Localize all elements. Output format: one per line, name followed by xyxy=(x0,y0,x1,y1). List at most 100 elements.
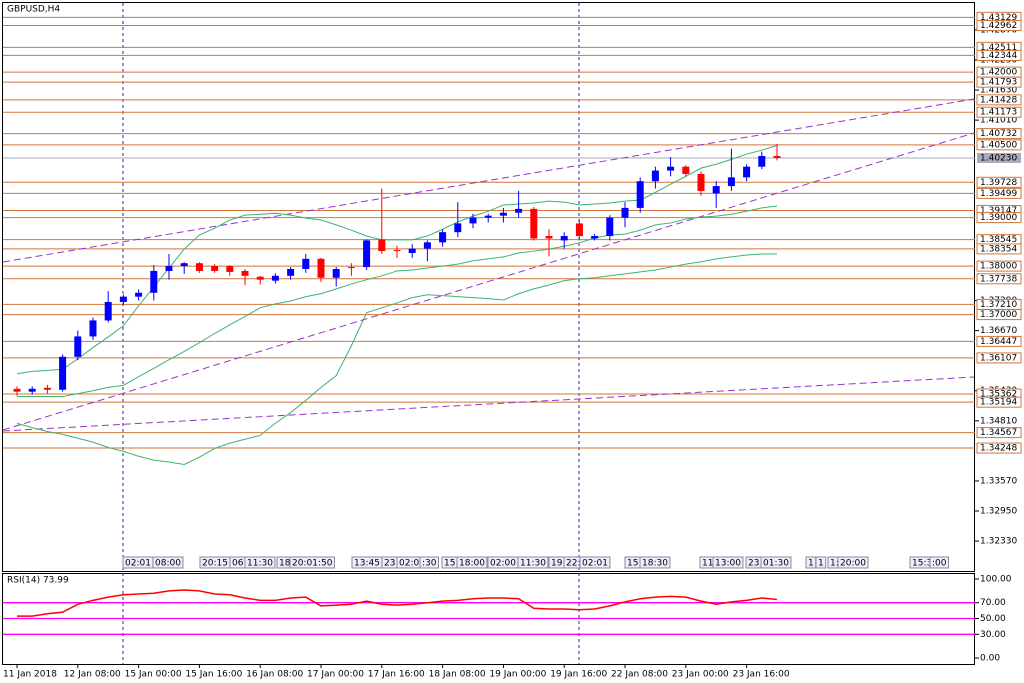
session-label: 08:00 xyxy=(155,559,181,569)
current-price-label: 1.40230 xyxy=(980,153,1017,163)
level-label: 1.43129 xyxy=(980,13,1017,23)
x-tick-label: 15 Jan 16:00 xyxy=(185,670,242,680)
candle-body xyxy=(165,266,173,271)
session-label: 18: xyxy=(279,559,293,569)
candle-body xyxy=(180,263,188,267)
level-label: 1.41173 xyxy=(980,108,1017,118)
levels xyxy=(3,16,975,449)
level-box xyxy=(976,243,1022,255)
level-label: 1.38000 xyxy=(980,262,1017,272)
level-label: 1.36107 xyxy=(980,353,1017,363)
candle-body xyxy=(89,320,97,337)
candle-body xyxy=(28,388,36,392)
y-tick-label: 1.41010 xyxy=(980,116,1017,126)
level-label: 1.39499 xyxy=(980,189,1017,199)
session-label: 15:30 xyxy=(912,559,938,569)
level-label: 1.39000 xyxy=(980,213,1017,223)
candle-body xyxy=(621,207,629,218)
candle-body xyxy=(332,269,340,278)
level-label: 1.36447 xyxy=(980,337,1017,347)
candle-body xyxy=(241,270,249,276)
level-box xyxy=(976,176,1022,188)
level-box xyxy=(976,260,1022,272)
trend-line xyxy=(2,132,975,431)
x-tick-label: 11 Jan 2018 xyxy=(3,670,57,680)
session-box xyxy=(837,556,869,569)
candle-body xyxy=(256,276,264,280)
level-label: 1.41428 xyxy=(980,95,1017,105)
level-label: 1.35362 xyxy=(980,390,1017,400)
x-tick-label: 17 Jan 16:00 xyxy=(368,670,425,680)
candle-body xyxy=(484,215,492,218)
candle-body xyxy=(682,166,690,174)
session-label: 02:01 xyxy=(125,559,151,569)
level-box xyxy=(976,442,1022,454)
band-line xyxy=(16,144,778,375)
level-label: 1.42962 xyxy=(980,21,1017,31)
y-tick-label: 1.32330 xyxy=(980,537,1017,547)
candle-body xyxy=(743,166,751,178)
session-box xyxy=(419,556,439,569)
main-panel xyxy=(2,2,975,572)
session-label: 02:01 xyxy=(399,559,425,569)
level-box xyxy=(976,187,1022,199)
candle-body xyxy=(727,177,735,187)
candle-body xyxy=(575,223,583,237)
x-tick-label: 12 Jan 08:00 xyxy=(64,670,121,680)
y-tick-label: 1.33570 xyxy=(980,476,1017,486)
level-label: 1.42000 xyxy=(980,68,1017,78)
candle-body xyxy=(758,156,766,167)
session-label: 1: xyxy=(830,559,839,569)
session-label: 22: xyxy=(566,559,580,569)
session-label: :00 xyxy=(932,559,947,569)
candle-body xyxy=(515,208,523,213)
session-label: 18:30 xyxy=(642,559,668,569)
candle-body xyxy=(697,173,705,191)
level-label: 1.41793 xyxy=(980,78,1017,88)
session-label: 20:01:50 xyxy=(292,559,333,569)
band-line xyxy=(16,253,777,465)
level-label: 1.37210 xyxy=(980,300,1017,310)
candle-body xyxy=(135,292,143,297)
level-label: 1.37000 xyxy=(980,310,1017,320)
rsi-line xyxy=(17,589,778,617)
session-box xyxy=(929,556,949,569)
level-box xyxy=(976,352,1022,364)
y-tick-label: 30.00 xyxy=(980,630,1006,640)
rsi-title: RSI(14) 73.99 xyxy=(7,576,69,586)
session-label: 23: xyxy=(748,559,762,569)
level-box xyxy=(976,396,1022,408)
candle-body xyxy=(302,258,310,270)
level-box xyxy=(976,309,1022,321)
candle-body xyxy=(469,217,477,224)
level-box xyxy=(976,76,1022,88)
candle-body xyxy=(317,258,325,278)
candle-body xyxy=(606,217,614,237)
level-label: 1.35194 xyxy=(980,398,1017,408)
candle-body xyxy=(454,223,462,233)
y-tick-label: 1.34810 xyxy=(980,416,1017,426)
candle-body xyxy=(393,250,401,252)
level-label: 1.40732 xyxy=(980,129,1017,139)
x-tick-label: 16 Jan 08:00 xyxy=(246,670,303,680)
candle-body xyxy=(59,356,67,390)
candle-body xyxy=(773,156,781,158)
candle-body xyxy=(408,248,416,254)
candle-body xyxy=(43,387,51,390)
trend-line xyxy=(2,98,975,263)
level-box xyxy=(976,427,1022,439)
session-box xyxy=(289,556,335,569)
x-tick-label: 23 Jan 16:00 xyxy=(733,670,790,680)
session-label: :30 xyxy=(422,559,437,569)
level-label: 1.37738 xyxy=(980,274,1017,284)
session-label: 02:01 xyxy=(582,559,608,569)
level-box xyxy=(976,335,1022,347)
level-label: 1.34248 xyxy=(980,444,1017,454)
level-box xyxy=(976,49,1022,61)
level-label: 1.39728 xyxy=(980,178,1017,188)
band-line xyxy=(17,205,778,398)
candle-body xyxy=(560,236,568,241)
session-box xyxy=(579,556,611,569)
